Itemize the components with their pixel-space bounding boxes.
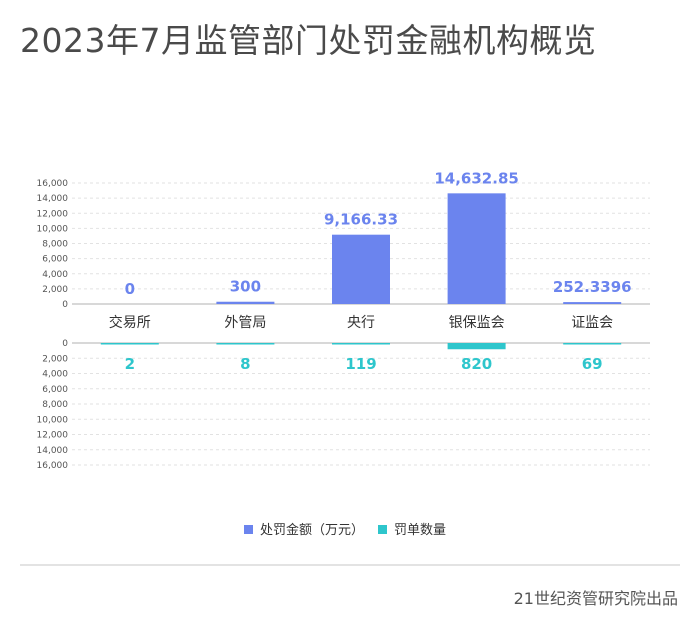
count-bar <box>216 343 275 345</box>
top-tick-label: 6,000 <box>42 255 68 265</box>
bottom-tick-label: 4,000 <box>42 370 68 380</box>
amount-bar <box>216 301 275 304</box>
top-tick-label: 4,000 <box>42 270 68 280</box>
amount-data-label: 252.3396 <box>553 278 632 296</box>
top-tick-label: 12,000 <box>37 209 69 219</box>
amount-data-label: 14,632.85 <box>434 169 518 187</box>
category-label: 央行 <box>347 315 375 331</box>
legend-swatch-amount <box>244 525 253 534</box>
category-labels: 交易所 外管局 央行 银保监会 证监会 <box>109 314 613 331</box>
mirrored-bar-chart: 0230089,166.3311914,632.85820252.339669 … <box>37 169 650 538</box>
bottom-tick-label: 6,000 <box>42 385 68 395</box>
top-tick-label: 10,000 <box>37 224 69 234</box>
legend-swatch-count <box>378 525 387 534</box>
bottom-tick-label: 12,000 <box>37 431 69 441</box>
amount-bars <box>216 193 622 304</box>
count-bar <box>563 343 622 345</box>
top-tick-label: 2,000 <box>42 285 68 295</box>
category-label: 银保监会 <box>449 315 505 331</box>
amount-data-label: 0 <box>125 280 135 298</box>
count-data-label: 8 <box>240 355 250 373</box>
count-bar <box>332 343 390 345</box>
amount-bar <box>332 234 390 304</box>
count-bar <box>100 343 159 345</box>
legend-label-amount: 处罚金额（万元） <box>260 522 364 538</box>
category-label: 交易所 <box>109 314 151 331</box>
top-tick-label: 0 <box>62 300 68 310</box>
source-credit: 21世纪资管研究院出品 <box>513 589 678 608</box>
count-data-label: 69 <box>582 355 603 373</box>
footer-divider <box>20 564 680 566</box>
count-bars <box>100 343 622 350</box>
legend-label-count: 罚单数量 <box>394 523 446 538</box>
grid-layer <box>72 182 650 466</box>
top-tick-label: 8,000 <box>42 240 68 250</box>
bottom-tick-label: 16,000 <box>37 461 69 471</box>
count-bar <box>447 343 506 350</box>
amount-bar <box>447 193 506 304</box>
bottom-tick-label: 8,000 <box>42 400 68 410</box>
bottom-tick-label: 0 <box>62 339 68 349</box>
amount-data-label: 300 <box>230 278 261 296</box>
bottom-tick-label: 2,000 <box>42 354 68 364</box>
top-tick-label: 16,000 <box>37 179 69 189</box>
amount-bar <box>563 302 622 304</box>
bottom-tick-label: 14,000 <box>37 446 69 456</box>
count-data-label: 119 <box>345 355 376 373</box>
legend: 处罚金额（万元） 罚单数量 <box>244 522 446 538</box>
bottom-tick-label: 10,000 <box>37 415 69 425</box>
chart-title: 2023年7月监管部门处罚金融机构概览 <box>20 21 597 60</box>
count-data-label: 2 <box>125 355 135 373</box>
top-tick-label: 14,000 <box>37 194 69 204</box>
category-label: 外管局 <box>224 315 266 331</box>
data-labels: 0 2 300 8 9,166.33 119 14,632.85 820 252.3396 69 <box>125 169 632 373</box>
amount-data-label: 9,166.33 <box>324 211 398 229</box>
count-data-label: 820 <box>461 355 492 373</box>
tick-labels: 0 2,000 4,000 6,000 8,000 10,000 12,000 14,000 1… <box>37 179 69 471</box>
category-label: 证监会 <box>571 315 613 331</box>
